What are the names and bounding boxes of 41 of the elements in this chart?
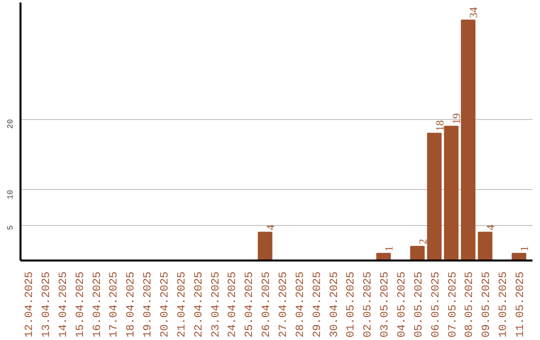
data-label: 1 (384, 246, 396, 252)
y-tick-label: 10 (6, 190, 16, 200)
x-tick-label: 14.04.2025 (58, 271, 70, 338)
x-tick-label: 28.04.2025 (294, 271, 307, 338)
data-label: 19 (451, 112, 464, 124)
x-tick-label: 03.05.2025 (380, 271, 392, 338)
x-tick-label: 16.04.2025 (92, 271, 104, 338)
x-tick-label: 05.05.2025 (413, 271, 426, 338)
x-tick-label: 19.04.2025 (142, 271, 155, 338)
x-tick-label: 07.05.2025 (447, 271, 460, 338)
x-tick-label: 08.05.2025 (464, 271, 476, 338)
data-label: 4 (265, 224, 278, 230)
x-tick-label: 27.04.2025 (278, 271, 290, 338)
x-tick-label: 04.05.2025 (396, 271, 408, 338)
y-tick-label: 20 (6, 118, 16, 129)
x-tick-label: 10.05.2025 (498, 271, 510, 338)
x-tick-label: 12.04.2025 (24, 271, 36, 338)
x-tick-label: 06.05.2025 (430, 271, 442, 338)
data-label: 18 (434, 120, 446, 132)
x-tick-label: 23.04.2025 (210, 271, 222, 338)
x-tick-label: 29.04.2025 (312, 271, 324, 338)
x-tick-label: 26.04.2025 (261, 271, 274, 338)
y-tick-label: 5 (6, 224, 16, 230)
x-tick-label: 17.04.2025 (108, 271, 121, 338)
x-tick-label: 13.04.2025 (41, 271, 54, 338)
x-tick-label: 09.05.2025 (481, 271, 494, 338)
x-tick-label: 24.04.2025 (227, 271, 240, 338)
x-tick-label: 30.04.2025 (328, 271, 341, 338)
data-label: 2 (417, 238, 430, 244)
x-tick-label: 22.04.2025 (193, 271, 206, 338)
x-tick-label: 11.05.2025 (514, 271, 527, 338)
x-tick-label: 01.05.2025 (346, 271, 358, 338)
x-tick-label: 25.04.2025 (244, 271, 256, 338)
x-tick-label: 20.04.2025 (160, 271, 172, 338)
x-tick-label: 18.04.2025 (126, 271, 138, 338)
data-label: 1 (518, 246, 531, 252)
x-tick-label: 15.04.2025 (74, 271, 87, 338)
data-label: 34 (468, 6, 480, 18)
x-tick-label: 21.04.2025 (176, 271, 188, 338)
data-label: 4 (485, 224, 498, 230)
x-tick-label: 02.05.2025 (362, 271, 375, 338)
